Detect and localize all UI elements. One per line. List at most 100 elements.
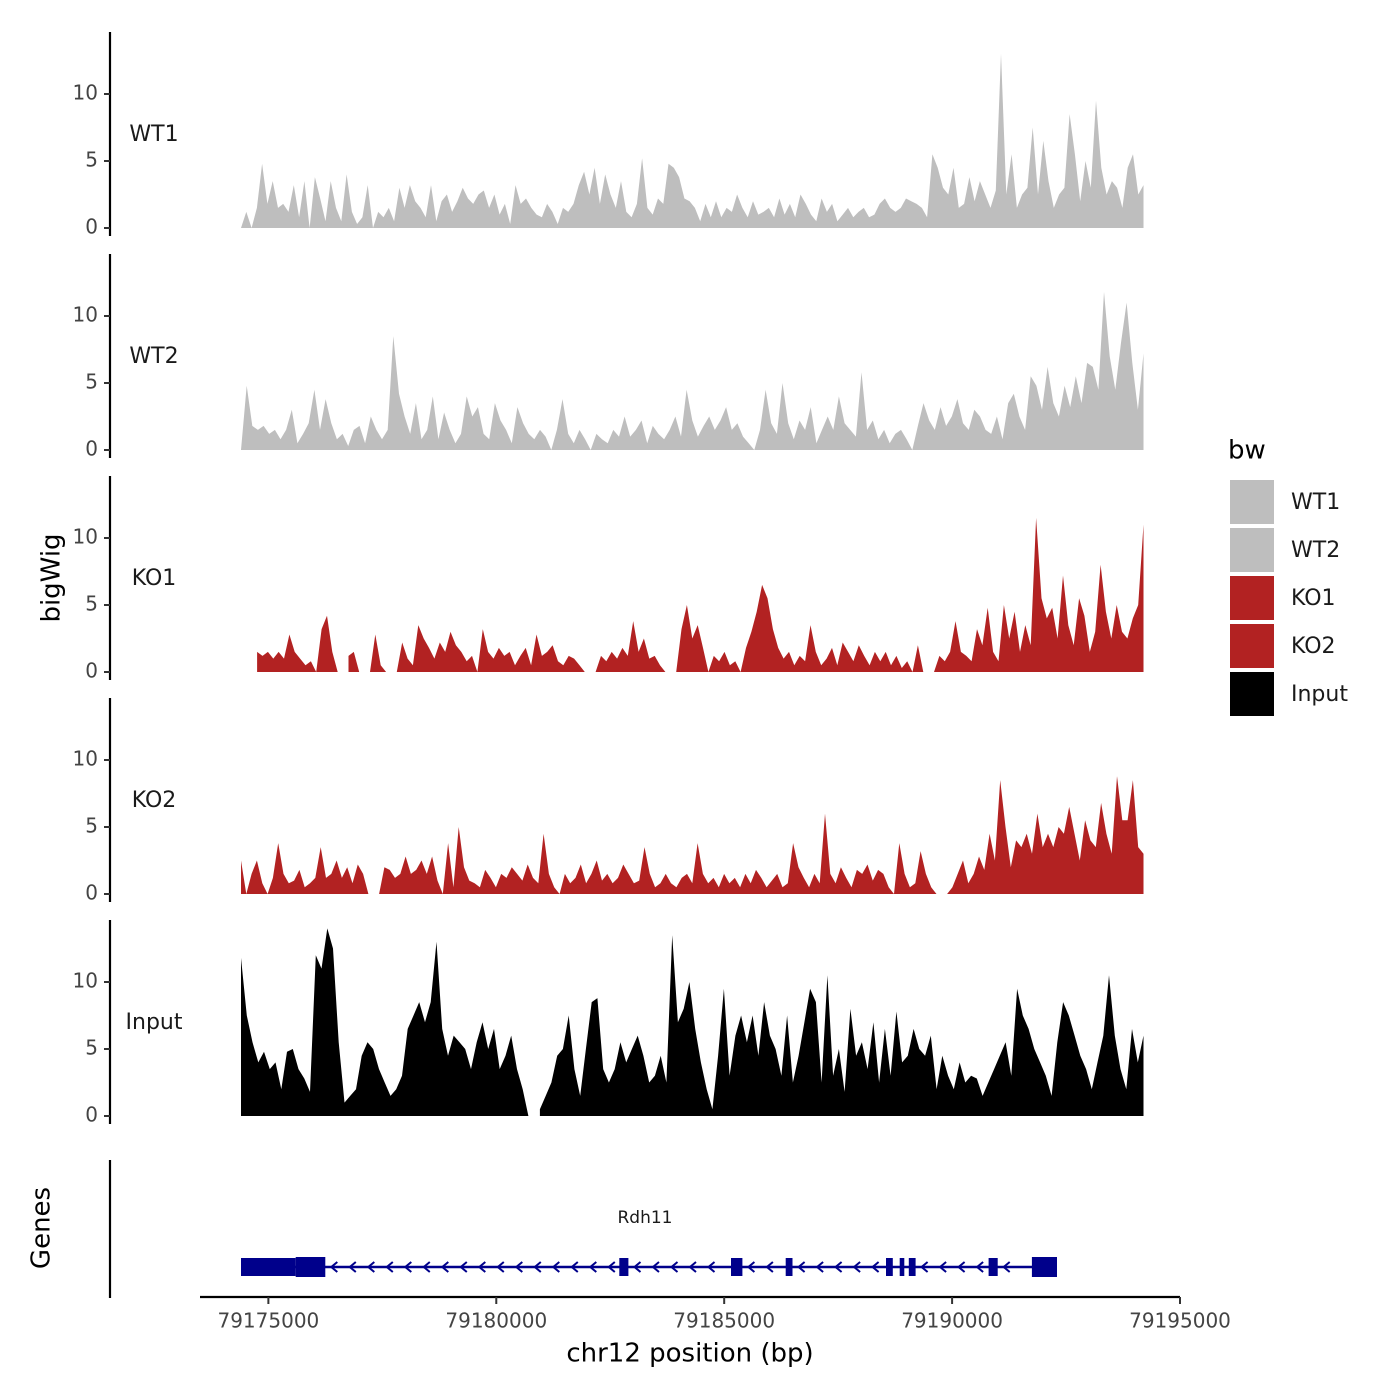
track-label-ko1: KO1 (132, 566, 177, 591)
legend-label-ko1: KO1 (1291, 586, 1336, 611)
exon-block (241, 1258, 296, 1276)
gene-label: Rdh11 (617, 1208, 672, 1228)
legend-label-wt2: WT2 (1291, 538, 1340, 563)
track-area-ko2 (241, 843, 369, 894)
track-label-ko2: KO2 (132, 788, 177, 813)
track-area-ko1 (934, 517, 1144, 672)
track-area-wt1 (241, 53, 1144, 228)
exon-block (785, 1258, 793, 1276)
strand-arrow (514, 1261, 523, 1273)
exon-block (899, 1258, 905, 1276)
strand-arrow (440, 1261, 449, 1273)
track-area-ko1 (396, 625, 585, 672)
strand-arrow (669, 1261, 679, 1273)
y-tick-label: 10 (73, 525, 98, 549)
x-tick-label: 79195000 (1129, 1309, 1231, 1333)
x-tick-label: 79185000 (673, 1309, 775, 1333)
track-ko2: 0 5 10 KO2 (73, 698, 1144, 905)
x-axis-title: chr12 position (bp) (566, 1339, 813, 1369)
strand-arrow (477, 1261, 486, 1273)
y-tick-label: 5 (85, 1036, 98, 1060)
y-tick-label: 5 (85, 592, 98, 616)
strand-arrow (651, 1261, 660, 1273)
strand-arrow (1002, 1261, 1011, 1273)
track-area-wt2 (241, 291, 1144, 450)
legend-swatch-wt1 (1230, 480, 1274, 524)
strand-arrow (765, 1261, 774, 1273)
track-ko1: 0 5 10 KO1 (73, 476, 1144, 683)
legend-label-wt1: WT1 (1291, 490, 1340, 515)
strand-arrow (422, 1261, 431, 1273)
y-tick-label: 5 (85, 370, 98, 394)
track-area-input (241, 928, 529, 1116)
track-input: 0 5 10 Input (73, 920, 1144, 1127)
y-axis-title: bigWig (37, 533, 67, 622)
y-tick-label: 0 (85, 881, 98, 905)
track-area-ko1 (676, 584, 924, 672)
y-tick-label: 0 (85, 1103, 98, 1127)
strand-arrow (815, 1261, 824, 1273)
strand-arrow (746, 1261, 756, 1273)
strand-arrow (403, 1261, 412, 1273)
y-tick-label: 0 (85, 215, 98, 239)
tracks-layer: 0 5 10 WT1 0 5 10 WT2 0 5 10 KO1 0 5 10 KO2 0 5 10 Input (73, 32, 1144, 1127)
strand-arrow (329, 1261, 338, 1273)
track-label-wt2: WT2 (129, 344, 178, 369)
legend-swatch-input (1230, 672, 1274, 716)
track-label-input: Input (126, 1010, 183, 1035)
y-tick-label: 10 (73, 303, 98, 327)
strand-arrow (938, 1261, 947, 1273)
strand-arrow (496, 1261, 505, 1273)
legend-swatch-ko1 (1230, 576, 1274, 620)
strand-arrow (834, 1261, 843, 1273)
track-area-input (539, 935, 1144, 1116)
y-tick-label: 10 (73, 969, 98, 993)
y-tick-label: 5 (85, 148, 98, 172)
strand-arrow (459, 1261, 468, 1273)
x-tick-label: 79190000 (901, 1309, 1003, 1333)
legend-swatch-wt2 (1230, 528, 1274, 572)
strand-arrow (852, 1261, 861, 1273)
strand-arrow (688, 1261, 697, 1273)
legend-title: bw (1228, 436, 1266, 466)
strand-arrow (533, 1261, 542, 1273)
strand-arrow (588, 1261, 597, 1273)
exon-block (988, 1258, 998, 1276)
strand-arrow (871, 1261, 880, 1273)
strand-arrow (348, 1261, 357, 1273)
track-area-ko1 (595, 621, 666, 672)
y-tick-label: 10 (73, 747, 98, 771)
x-tick-label: 79175000 (217, 1309, 319, 1333)
legend-label-ko2: KO2 (1291, 634, 1336, 659)
x-tick-label: 79180000 (445, 1309, 547, 1333)
exon-block (619, 1258, 629, 1276)
track-label-wt1: WT1 (129, 122, 178, 147)
track-area-ko2 (947, 776, 1144, 894)
strand-arrow (632, 1261, 642, 1273)
x-axis: 79175000 79180000 79185000 79190000 79195000 (200, 1295, 1231, 1333)
strand-arrow (551, 1261, 560, 1273)
strand-arrow (706, 1261, 716, 1273)
genes-panel: Rdh11 (108, 1160, 1057, 1298)
strand-arrow (366, 1261, 375, 1273)
track-wt1: 0 5 10 WT1 (73, 32, 1144, 239)
y-tick-label: 0 (85, 659, 98, 683)
legend-label-input: Input (1291, 682, 1348, 707)
track-wt2: 0 5 10 WT2 (73, 254, 1144, 461)
strand-arrow (570, 1261, 579, 1273)
strand-arrow (797, 1261, 806, 1273)
strand-arrow (975, 1261, 984, 1273)
exon-block (886, 1258, 893, 1276)
genes-panel-title: Genes (27, 1187, 57, 1269)
y-tick-label: 0 (85, 437, 98, 461)
strand-arrow (920, 1261, 929, 1273)
exon-block (1031, 1257, 1057, 1277)
strand-arrow (607, 1261, 616, 1273)
exon-block (731, 1258, 743, 1276)
y-tick-label: 10 (73, 81, 98, 105)
exon-block (908, 1258, 916, 1276)
track-area-ko1 (257, 615, 338, 672)
legend: bw WT1 WT2 KO1 KO2 Input (1228, 436, 1348, 716)
